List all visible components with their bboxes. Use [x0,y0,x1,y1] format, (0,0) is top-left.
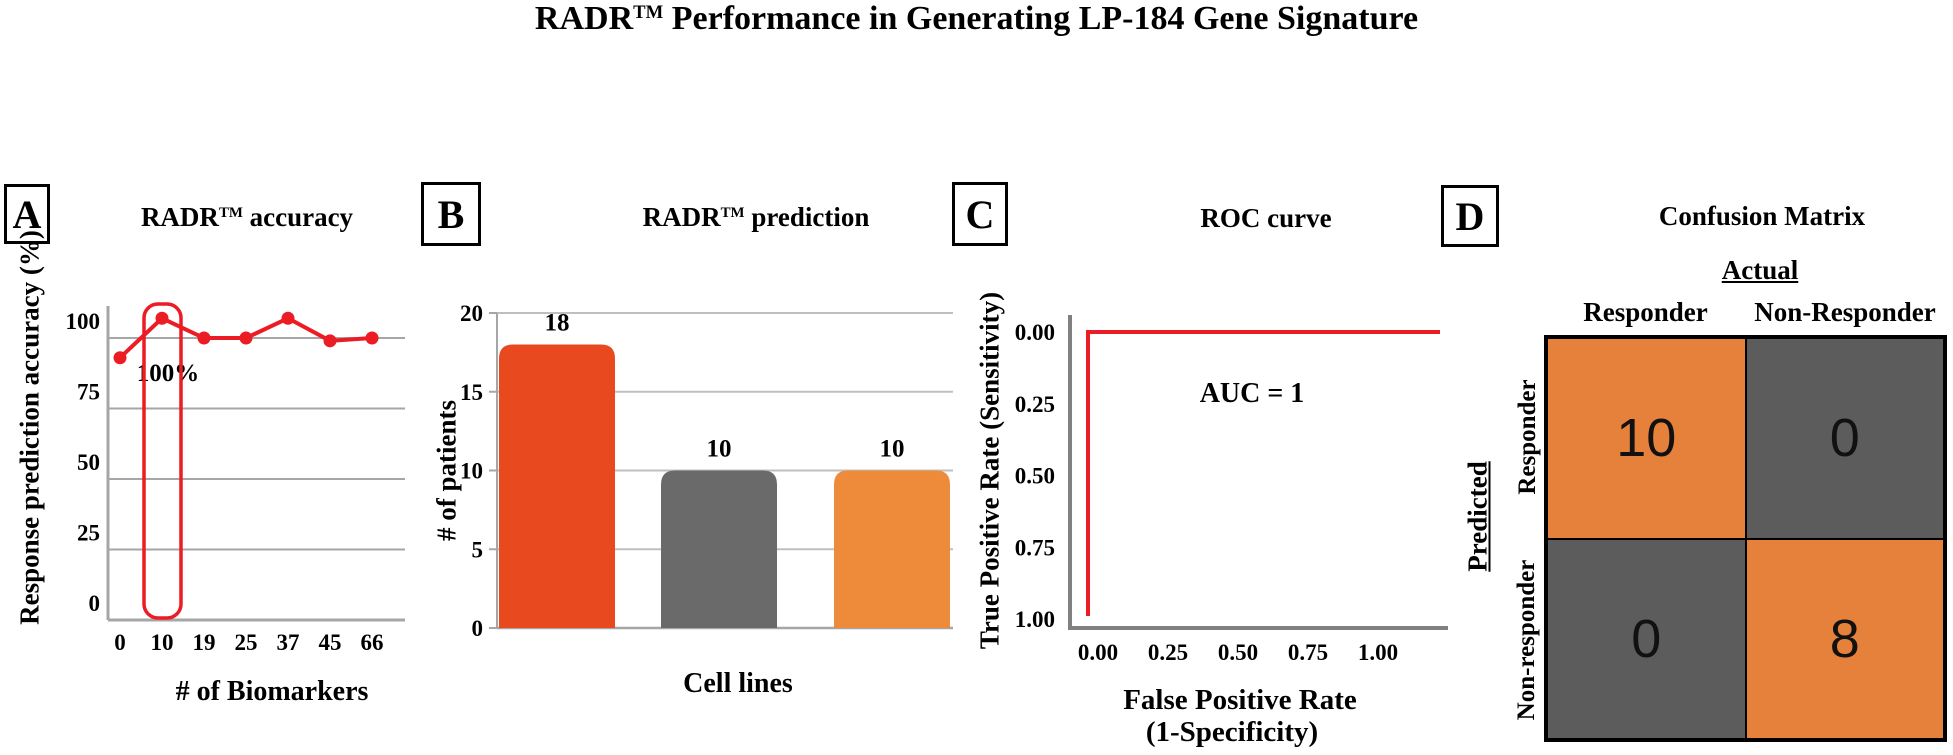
panel-c-y-tick: 0.50 [1015,464,1055,489]
panel-c-roc-chart: 1.00 0.75 0.50 0.25 0.00 0.00 0.25 0.50 0.75 1.00 [1015,315,1448,665]
panel-c-y-tick: 0.75 [1015,535,1055,560]
panel-c-x-tick: 1.00 [1358,640,1398,665]
panel-a-x-tick: 66 [361,630,384,655]
panel-a-x-tick: 0 [114,630,126,655]
panel-a-data-point [113,351,127,365]
figure-title-text2: Performance in Generating LP-184 Gene Si… [663,0,1419,37]
panel-b-letter: B [437,191,465,237]
panel-a-data-point [281,311,295,325]
panel-d-title: Confusion Matrix [1658,201,1866,231]
panel-b-title: RADRTM prediction [642,202,870,232]
panel-a-x-tick: 37 [277,630,300,655]
panel-b-bar-chart: 0 5 10 15 20 18 10 10 [460,301,953,641]
panel-b-y-tick: 15 [460,380,483,405]
panel-a-data-point [323,334,337,348]
panel-a-annotation-100pct: 100% [136,360,200,387]
panel-c-letter: C [965,191,995,237]
panel-c-y-tick: 0.25 [1015,392,1055,417]
predicted-group-label: Predicted [1462,461,1493,572]
panel-c-y-tick: 0.00 [1015,320,1055,345]
panel-a-line-chart: 0 25 50 75 100 0 10 19 25 37 45 66 [66,302,405,655]
confusion-matrix-cell-1-1: 8 [1745,538,1944,739]
panel-c-roc-line [1086,330,1440,616]
figure-title-text: RADR [534,0,634,37]
panel-a-highlight-box [142,302,183,620]
panel-b-bar-value-label: 18 [545,310,570,337]
panel-a-data-point [155,311,169,325]
panel-d-label-box: D [1441,185,1499,247]
panel-c-label-box: C [952,182,1008,246]
panel-c-y-tick: 1.00 [1015,607,1055,632]
panel-b-bar-value-label: 10 [880,436,905,463]
panel-c-x-axis-label-line1: False Positive Rate [1123,684,1357,716]
panel-b-y-tick: 5 [472,537,484,562]
panel-b-bar [499,344,615,628]
panel-a-y-tick: 75 [77,380,100,405]
panel-b-y-tick: 10 [460,459,483,484]
panel-a-letter: A [12,191,42,237]
panel-a-y-tick: 25 [77,521,100,546]
confusion-matrix-cell-1-0: 0 [1547,538,1746,739]
panel-c-annotation-auc: AUC = 1 [1199,378,1305,409]
panel-a-y-tick: 0 [89,591,101,616]
panel-b-bar-value-label: 10 [707,436,732,463]
panel-b-label-box: B [421,182,481,246]
actual-non-responder-header: Non-Responder [1754,297,1936,327]
panel-d-letter: D [1455,193,1485,239]
predicted-non-responder-label: Non-responder [1513,559,1540,721]
panel-b-bar [834,470,950,628]
panel-b-y-tick: 20 [460,301,483,326]
confusion-matrix: 10 0 0 8 [1544,335,1947,742]
predicted-responder-label: Responder [1514,379,1541,495]
panel-a-x-tick: 45 [319,630,342,655]
actual-group-label: Actual [1721,255,1799,285]
panel-a-x-tick: 25 [235,630,258,655]
trademark-superscript: TM [720,205,745,222]
panel-a-x-tick: 10 [151,630,174,655]
actual-responder-header: Responder [1583,297,1708,327]
panel-a-y-tick: 100 [66,309,101,334]
panel-c-x-tick: 0.25 [1148,640,1188,665]
panel-c-title: ROC curve [1200,203,1332,233]
panel-a-x-tick: 19 [193,630,216,655]
panel-c-x-tick: 0.75 [1288,640,1328,665]
panel-a-data-point [239,331,253,345]
panel-c-x-axis-label-line2: (1-Specificity) [1145,716,1319,748]
panel-b-y-tick: 0 [472,616,484,641]
panel-a-label-box: A [4,184,50,244]
panel-b-x-axis-label: Cell lines [683,668,793,699]
panel-a-data-point [197,331,211,345]
panel-c-x-tick: 0.50 [1218,640,1258,665]
panel-a-title: RADRTM accuracy [140,202,354,232]
panel-a-x-axis-label: # of Biomarkers [175,676,369,707]
confusion-matrix-cell-0-0: 10 [1547,338,1746,539]
panel-a-y-tick: 50 [77,450,100,475]
trademark-superscript: TM [633,1,664,23]
panel-b-bar [661,470,777,628]
panel-c-x-tick: 0.00 [1078,640,1118,665]
confusion-matrix-cell-0-1: 0 [1745,338,1944,539]
figure-title: RADRTM Performance in Generating LP-184 … [0,0,1953,38]
panel-a-data-point [365,331,379,345]
trademark-superscript: TM [218,205,243,222]
